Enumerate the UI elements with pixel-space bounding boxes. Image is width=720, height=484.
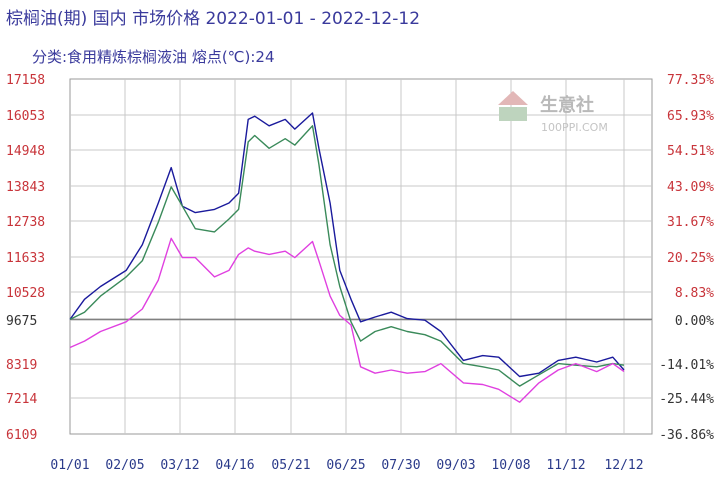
y-tick-right-label: -25.44% [659,392,714,407]
y-tick-right-label: 8.83% [675,286,714,301]
x-tick-label: 07/30 [381,458,420,473]
y-tick-left-label: 12738 [6,215,45,230]
y-tick-right-label: 0.00% [675,314,714,329]
x-tick-label: 06/25 [326,458,365,473]
x-tick-label: 02/05 [105,458,144,473]
chart-subtitle: 分类:食用精炼棕榈液油 熔点(℃):24 [32,48,275,66]
x-tick-label: 04/16 [215,458,254,473]
y-tick-left-label: 13843 [6,180,45,195]
green-series-line [69,125,625,387]
y-tick-right-label: 54.51% [667,144,714,159]
x-tick-label: 09/03 [436,458,475,473]
watermark-url: 100PPI.COM [541,121,608,134]
y-tick-left-label: 8319 [6,358,37,373]
watermark-logo-icon [498,91,528,105]
y-tick-right-label: 43.09% [667,180,714,195]
x-tick-label: 10/08 [491,458,530,473]
y-tick-left-label: 17158 [6,73,45,88]
x-tick-label: 03/12 [160,458,199,473]
watermark-logo: 生意社 100PPI.COM [498,91,608,134]
blue-series-line [69,112,625,378]
chart-title: 棕榈油(期) 国内 市场价格 2022-01-01 - 2022-12-12 [6,9,421,29]
y-tick-left-label: 14948 [6,144,45,159]
y-tick-left-label: 16053 [6,109,45,124]
y-tick-right-label: 31.67% [667,215,714,230]
x-tick-label: 01/01 [50,458,89,473]
y-axis-left: 17158 16053 14948 13843 12738 11633 10528 9675 8… [6,73,45,443]
y-tick-right-label: 20.25% [667,251,714,266]
y-tick-left-label: 9675 [6,314,37,329]
series-layer [69,112,625,403]
y-tick-right-label: 65.93% [667,109,714,124]
x-tick-label: 05/21 [271,458,310,473]
y-axis-right: 77.35% 65.93% 54.51% 43.09% 31.67% 20.25% 8.83… [659,73,714,443]
x-axis: 01/01 02/05 03/12 04/16 05/21 06/25 07/30 09/03… [50,458,643,473]
y-tick-left-label: 10528 [6,286,45,301]
magenta-series-line [69,237,625,403]
watermark-logo-icon-base [499,107,527,121]
y-tick-left-label: 6109 [6,428,37,443]
y-tick-right-label: 77.35% [667,73,714,88]
y-tick-left-label: 7214 [6,392,37,407]
y-tick-right-label: -36.86% [659,428,714,443]
y-tick-left-label: 11633 [6,251,45,266]
y-tick-right-label: -14.01% [659,358,714,373]
watermark-brand: 生意社 [540,94,594,116]
x-tick-label: 11/12 [546,458,585,473]
x-tick-label: 12/12 [604,458,643,473]
